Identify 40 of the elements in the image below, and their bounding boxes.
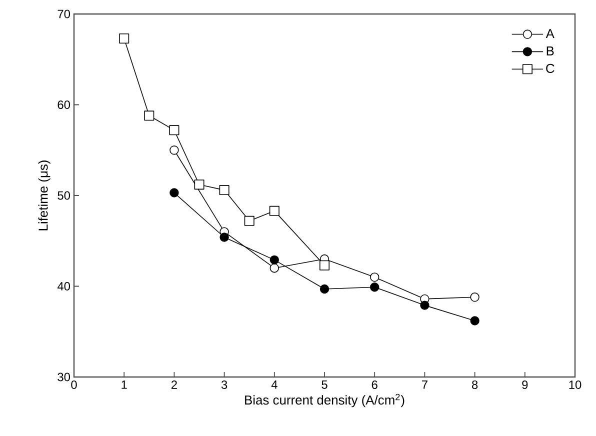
x-tick-label: 9 xyxy=(522,380,528,389)
x-tick-label: 8 xyxy=(472,380,478,389)
point xyxy=(270,264,279,273)
point xyxy=(220,232,229,242)
point xyxy=(119,34,130,44)
legend-label: A xyxy=(546,29,554,38)
point xyxy=(194,180,204,190)
point xyxy=(370,282,380,292)
x-tick-label: 6 xyxy=(372,380,378,389)
point xyxy=(219,185,230,196)
x-tick-label: 1 xyxy=(122,380,127,389)
point xyxy=(144,110,154,121)
point xyxy=(169,125,180,136)
point xyxy=(244,216,254,226)
y-tick-label: 70 xyxy=(58,10,70,18)
y-axis-title: Lifetime (μs) xyxy=(38,160,50,230)
y-tick-label: 40 xyxy=(57,282,70,290)
point xyxy=(470,292,480,302)
point xyxy=(320,284,330,294)
x-tick-label: 0 xyxy=(71,380,77,389)
point xyxy=(320,260,330,270)
x-tick-label: 5 xyxy=(322,380,328,389)
legend-label: B xyxy=(546,46,554,56)
x-tick-label: 2 xyxy=(171,380,177,389)
point xyxy=(170,146,179,155)
point xyxy=(370,272,380,282)
legend-label: C xyxy=(546,64,554,74)
x-tick-label: 7 xyxy=(422,380,428,389)
y-tick-label: 50 xyxy=(58,191,70,200)
y-tick-label: 60 xyxy=(58,100,70,109)
x-tick-label: 10 xyxy=(569,380,582,389)
point xyxy=(269,206,280,216)
point xyxy=(470,316,480,326)
point xyxy=(420,300,430,310)
x-tick-label: 3 xyxy=(221,380,228,389)
point xyxy=(270,255,279,265)
point xyxy=(170,188,179,198)
x-tick-label: 4 xyxy=(271,380,278,389)
y-tick-label: 30 xyxy=(58,372,70,382)
x-axis-title: Bias current density (A/cm$^{2}$) xyxy=(245,394,404,408)
